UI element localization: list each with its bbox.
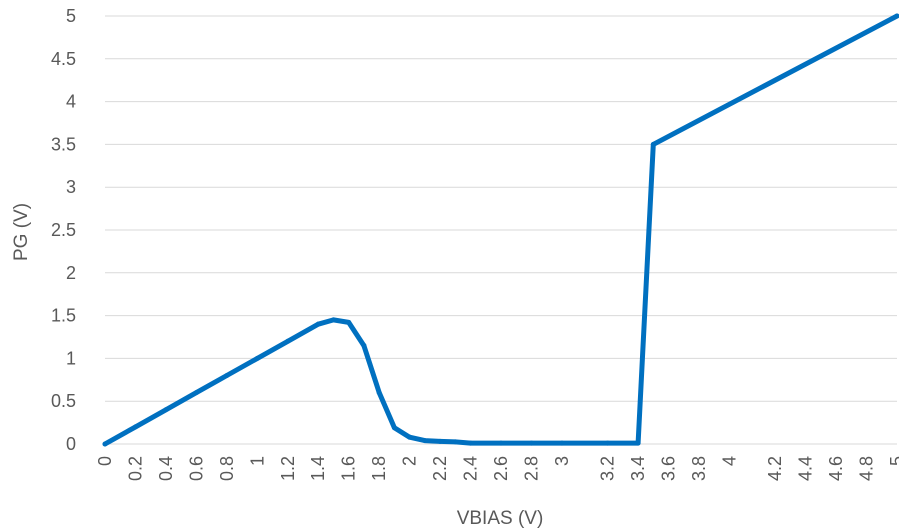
- data-point: [437, 438, 443, 444]
- data-point: [635, 440, 641, 446]
- data-point: [254, 355, 260, 361]
- data-point: [498, 440, 504, 446]
- gridlines: [105, 15, 897, 445]
- x-tick-label: 3: [552, 456, 572, 466]
- data-point: [132, 424, 138, 430]
- data-point: [163, 407, 169, 413]
- data-point: [102, 441, 108, 447]
- x-axis-title: VBIAS (V): [457, 508, 544, 529]
- data-point: [605, 440, 611, 446]
- data-point: [193, 390, 199, 396]
- x-tick-label: 5: [887, 456, 899, 466]
- x-tick-label: 1.4: [308, 456, 328, 481]
- data-point: [330, 317, 336, 323]
- data-point: [468, 440, 474, 446]
- series-layer: [102, 13, 899, 447]
- y-tick-label: 0: [66, 434, 76, 454]
- data-point: [559, 440, 565, 446]
- data-point: [452, 439, 458, 445]
- x-tick-label: 1.2: [278, 456, 298, 481]
- data-point: [376, 390, 382, 396]
- x-tick-label: 0.8: [217, 456, 237, 481]
- y-tick-label: 2: [66, 263, 76, 283]
- x-tick-label: 2.2: [430, 456, 450, 481]
- data-point: [407, 434, 413, 440]
- x-tick-labels: 0 0.2 0.4 0.6 0.8 1 1.2 1.4 1.6 1.8 2 2.2 2.4 2.6 2.8 3…: [95, 456, 899, 481]
- y-tick-label: 0.5: [51, 391, 76, 411]
- x-tick-label: 3.8: [689, 456, 709, 481]
- y-tick-label: 3.5: [51, 134, 76, 154]
- x-tick-label: 1.8: [369, 456, 389, 481]
- data-point: [361, 343, 367, 349]
- x-tick-label: 0.6: [186, 456, 206, 481]
- y-tick-label: 5: [66, 6, 76, 26]
- y-tick-labels: 0 0.5 1 1.5 2 2.5 3 3.5 4 4.5 5: [51, 6, 76, 454]
- x-tick-label: 3.6: [659, 456, 679, 481]
- x-tick-label: 4.6: [826, 456, 846, 481]
- data-point: [391, 425, 397, 431]
- x-tick-label: 4: [719, 456, 739, 466]
- y-tick-label: 2.5: [51, 220, 76, 240]
- y-tick-label: 3: [66, 177, 76, 197]
- x-tick-label: 1.6: [339, 456, 359, 481]
- data-point: [422, 438, 428, 444]
- x-tick-label: 4.8: [857, 456, 877, 481]
- x-tick-label: 0.2: [125, 456, 145, 481]
- y-tick-label: 1: [66, 348, 76, 368]
- x-tick-label: 0: [95, 456, 115, 466]
- x-tick-label: 2.4: [461, 456, 481, 481]
- x-tick-label: 0.4: [156, 456, 176, 481]
- y-tick-label: 4: [66, 92, 76, 112]
- y-tick-label: 1.5: [51, 306, 76, 326]
- x-tick-label: 2.6: [491, 456, 511, 481]
- y-axis-title: PG (V): [11, 203, 32, 261]
- x-tick-label: 1: [247, 456, 267, 466]
- x-tick-label: 2: [400, 456, 420, 466]
- data-point: [224, 373, 230, 379]
- data-point: [650, 141, 656, 147]
- y-tick-label: 4.5: [51, 49, 76, 69]
- data-point: [315, 321, 321, 327]
- x-tick-label: 3.2: [598, 456, 618, 481]
- x-tick-label: 2.8: [521, 456, 541, 481]
- data-point: [528, 440, 534, 446]
- x-tick-label: 3.4: [628, 456, 648, 481]
- data-point: [894, 13, 899, 19]
- x-tick-label: 4.4: [796, 456, 816, 481]
- x-tick-label: 4.2: [765, 456, 785, 481]
- data-point: [346, 319, 352, 325]
- data-point: [285, 338, 291, 344]
